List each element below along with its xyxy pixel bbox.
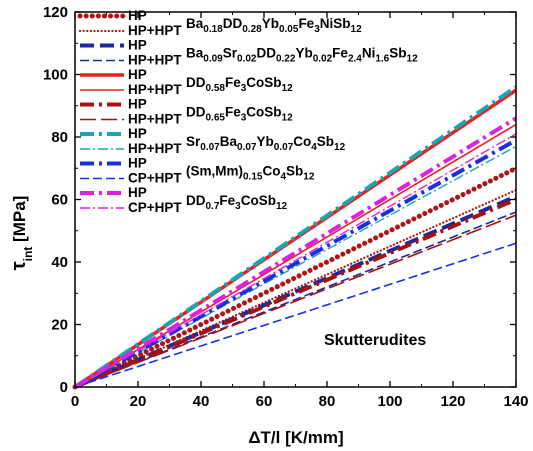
y-tick-label-4: 80: [51, 129, 68, 146]
legend-label-0b: HP+HPT: [128, 23, 182, 38]
legend-label-5a: HP: [128, 156, 147, 171]
x-tick-label-0: 0: [71, 393, 79, 410]
legend-formula-3: DD0.65Fe3CoSb12: [186, 105, 293, 124]
series-line-6: [74, 197, 517, 389]
y-tick-label-3: 60: [51, 192, 68, 209]
series-line-1: [73, 189, 518, 389]
legend-formula-6: DD0.7Fe3CoSb12: [186, 193, 288, 212]
series-line-0: [72, 165, 519, 390]
series-line-10: [74, 138, 517, 389]
legend-label-4a: HP: [128, 126, 147, 141]
y-tick-label-1: 20: [51, 317, 68, 334]
x-tick-label-5: 100: [377, 393, 402, 410]
plot-lines: [72, 85, 519, 390]
y-axis-label: τint [MPa]: [8, 196, 35, 271]
series-line-3: [74, 211, 517, 388]
series-line-8: [73, 85, 518, 389]
legend-formula-2: DD0.58Fe3CoSb12: [186, 75, 293, 94]
series-line-13: [74, 133, 517, 388]
x-tick-label-4: 80: [319, 393, 336, 410]
legend-label-5b: CP+HPT: [128, 171, 182, 186]
x-axis-label: ΔT/l [K/mm]: [248, 428, 343, 447]
legend-label-2b: HP+HPT: [128, 82, 182, 97]
legend-formula-5: (Sm,Mm)0.15Co4Sb12: [186, 164, 315, 183]
legend-label-2a: HP: [128, 67, 147, 82]
y-tick-label-6: 120: [43, 4, 68, 21]
series-line-12: [73, 116, 518, 389]
x-tick-label-2: 40: [193, 393, 210, 410]
y-axis-label-unit: [MPa]: [10, 196, 29, 247]
legend-label-6a: HP: [128, 185, 147, 200]
x-tick-label-7: 140: [503, 393, 528, 410]
legend-formula-1: Ba0.09Sr0.02DD0.22Yb0.02Fe2.4Ni1.6Sb12: [186, 46, 418, 65]
legend-label-4b: HP+HPT: [128, 141, 182, 156]
legend-label-3a: HP: [128, 97, 147, 112]
legend-label-1b: HP+HPT: [128, 53, 182, 68]
legend-label-0a: HP: [128, 8, 147, 23]
x-tick-label-1: 20: [130, 393, 147, 410]
y-tick-label-0: 0: [60, 379, 68, 396]
x-tick-label-6: 120: [440, 393, 465, 410]
y-axis-label-main: τ: [8, 261, 30, 270]
legend-formula-0: Ba0.18DD0.28Yb0.05Fe3NiSb12: [186, 16, 362, 35]
x-tick-label-3: 60: [256, 393, 273, 410]
y-tick-label-2: 40: [51, 254, 68, 271]
y-axis-label-sub: int: [21, 247, 35, 262]
axis-ticks: 0 20 40 60 80 100 120 140 0 20 40 60 80 100 120: [43, 4, 529, 410]
legend-label-3b: HP+HPT: [128, 112, 182, 127]
series-line-2: [74, 194, 517, 389]
series-line-7: [74, 214, 517, 388]
legend-formula-4: Sr0.07Ba0.07Yb0.07Co4Sb12: [186, 134, 346, 153]
legend-label-1a: HP: [128, 38, 147, 53]
legend-label-6b: CP+HPT: [128, 200, 182, 215]
series-line-9: [74, 145, 517, 388]
annotation-skutterudites: Skutterudites: [324, 332, 426, 349]
y-tick-label-5: 100: [43, 67, 68, 84]
